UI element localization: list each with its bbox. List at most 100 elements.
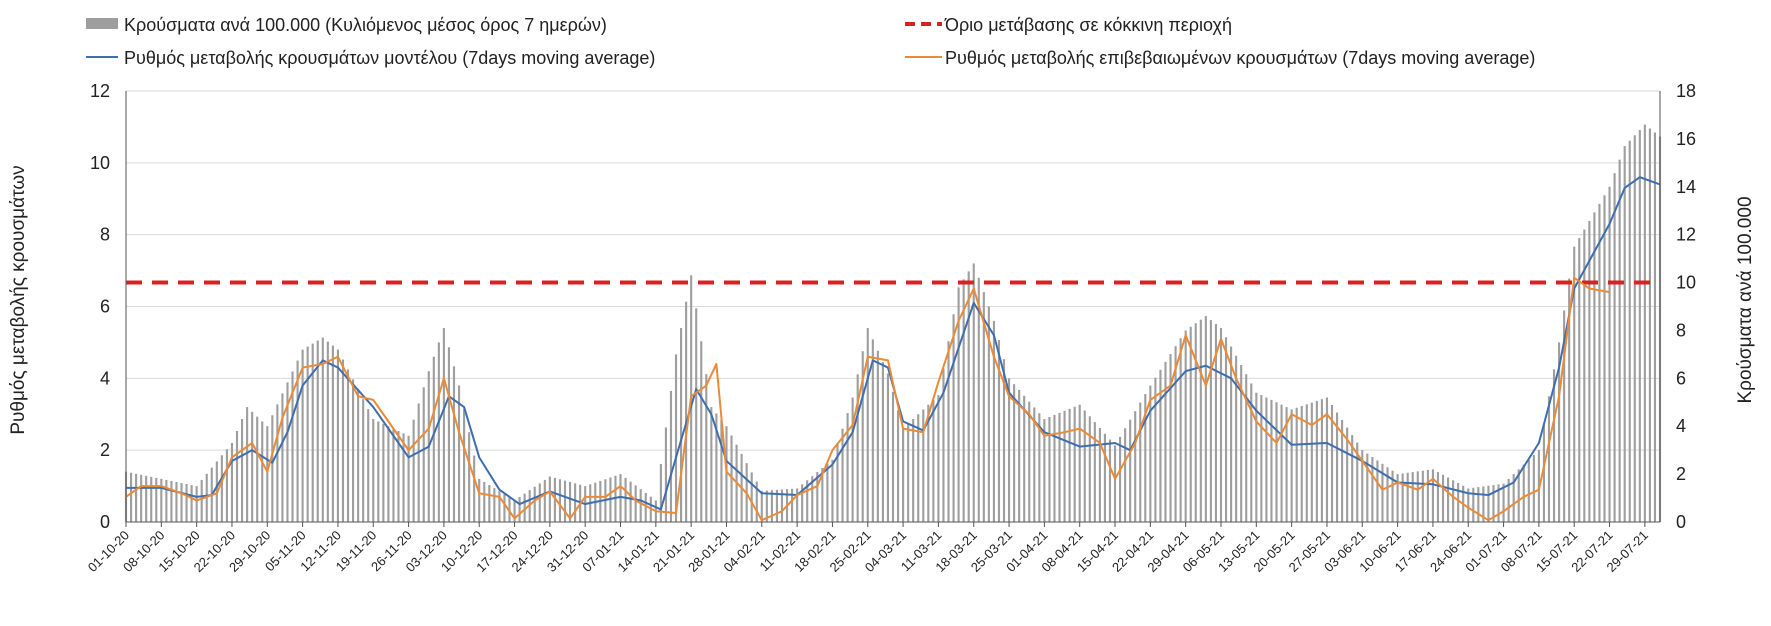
bar-day-41 [331,345,334,522]
bar-day-183 [1048,416,1051,522]
bar-day-276 [1517,469,1520,522]
bar-day-161 [937,395,940,522]
left-y-tick-3: 6 [100,297,110,317]
bar-day-291 [1593,212,1596,522]
bar-day-266 [1467,488,1470,522]
bar-day-303 [1653,132,1657,522]
bar-day-257 [1421,470,1424,522]
bar-day-119 [725,426,728,522]
bar-day-71 [483,481,486,522]
bar-day-39 [321,337,324,522]
bar-day-38 [316,340,319,522]
bar-day-84 [548,476,551,522]
bar-day-46 [357,389,360,522]
bar-day-114 [700,341,703,522]
bar-day-283 [1552,369,1556,522]
bar-day-130 [780,489,784,522]
legend-label-confirmed: Ρυθμός μεταβολής επιβεβαιωμένων κρουσμάτ… [945,48,1535,68]
bar-day-156 [912,419,915,522]
bar-day-31 [281,393,284,522]
bar-day-35 [301,349,304,522]
bar-day-226 [1265,397,1268,522]
bar-day-69 [473,455,476,522]
bar-day-292 [1598,203,1601,522]
bar-day-271 [1492,485,1495,522]
bar-day-147 [866,328,869,522]
bar-day-113 [695,308,698,522]
bar-day-170 [982,292,985,522]
bar-day-98 [619,474,622,522]
bar-day-9 [170,480,173,522]
bar-day-155 [907,423,910,522]
bar-day-290 [1588,220,1591,523]
bar-day-287 [1573,246,1576,522]
bar-day-227 [1270,399,1273,522]
bar-day-135 [806,480,809,522]
bar-day-244 [1356,442,1359,522]
bar-day-286 [1568,278,1571,522]
legend-label-threshold: Όριο μετάβασης σε κόκκινη περιοχή [944,15,1232,35]
bar-day-200 [1134,411,1137,522]
bar-day-50 [377,421,380,522]
bar-day-1 [129,472,133,522]
bar-day-62 [437,342,440,522]
bar-day-162 [942,368,945,522]
bar-day-88 [568,481,572,522]
bar-day-43 [341,359,345,522]
bar-day-11 [180,483,183,522]
bar-day-23 [241,419,244,522]
right-y-axis-title: Κρούσματα ανά 100.000 [1735,196,1756,403]
bar-day-30 [276,404,279,522]
left-y-axis-title: Ρυθμός μεταβολής κρουσμάτων [8,165,29,434]
bar-day-83 [543,479,546,522]
bar-day-73 [493,488,496,522]
bar-day-107 [664,427,667,522]
bar-day-129 [775,489,778,522]
bar-day-74 [498,491,501,522]
bar-day-52 [387,426,390,522]
right-y-tick-3: 6 [1676,368,1686,388]
bar-day-109 [674,354,678,522]
bar-day-54 [397,431,400,522]
bar-day-224 [1255,392,1258,522]
bar-day-190 [1083,410,1086,522]
bar-day-202 [1144,394,1147,522]
bar-day-242 [1346,427,1349,522]
bar-day-151 [886,373,890,522]
bar-day-167 [967,271,970,522]
bar-day-157 [917,414,920,522]
bar-day-108 [669,390,673,522]
right-y-tick-0: 0 [1676,512,1686,532]
bar-day-110 [680,328,683,522]
bar-day-231 [1290,409,1293,522]
bar-day-65 [452,366,456,522]
bar-day-86 [558,479,562,522]
bar-day-99 [624,477,627,522]
bar-day-205 [1159,369,1162,522]
bar-day-7 [160,478,163,522]
bar-day-163 [947,341,950,522]
left-y-tick-0: 0 [100,512,110,532]
right-y-tick-6: 12 [1676,225,1696,245]
bar-day-132 [791,488,794,522]
bar-day-138 [821,467,824,522]
bar-day-25 [251,411,254,522]
left-y-tick-1: 2 [100,440,110,460]
bar-day-233 [1300,406,1303,522]
bar-day-49 [372,419,375,522]
bar-day-217 [1219,328,1223,522]
bar-day-279 [1532,454,1535,522]
bar-day-284 [1558,342,1561,522]
bar-day-214 [1204,316,1207,522]
bar-day-137 [816,472,819,522]
bar-day-298 [1628,140,1631,522]
bar-day-146 [861,351,864,522]
bar-day-61 [432,356,435,522]
bar-day-72 [488,485,491,522]
x-ticks: 01-10-2008-10-2015-10-2022-10-2029-10-20… [85,522,1651,575]
bar-day-239 [1330,405,1334,522]
bar-day-294 [1608,186,1611,522]
bar-day-143 [846,413,849,522]
left-y-tick-2: 4 [100,368,110,388]
bar-day-248 [1376,460,1379,522]
